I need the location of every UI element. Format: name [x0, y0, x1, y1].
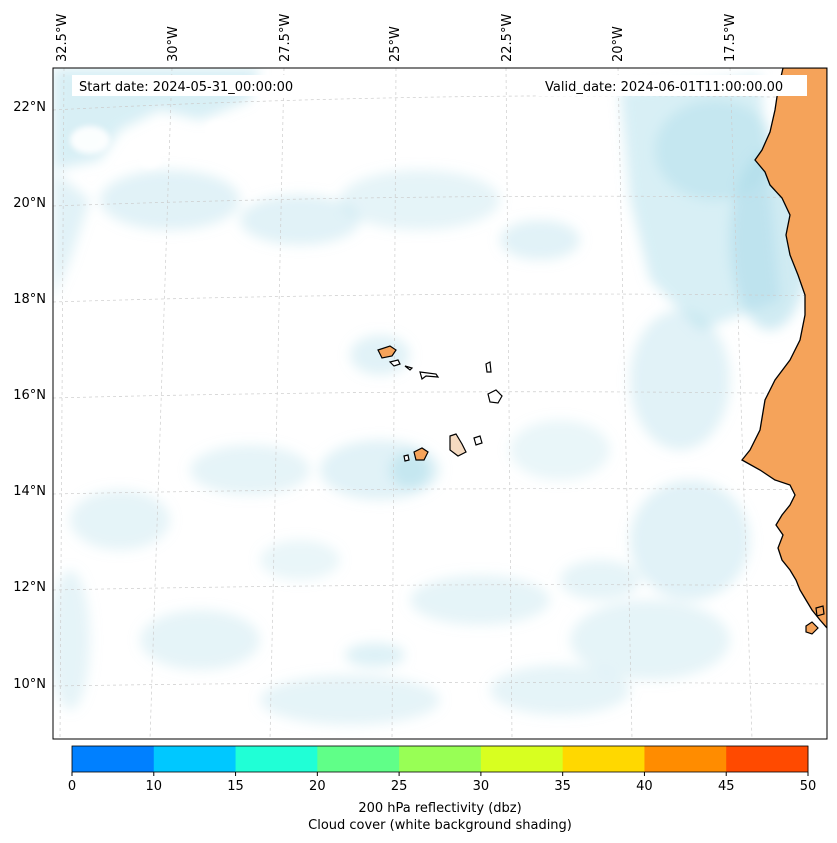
sao-nicolau-island: [419, 371, 440, 381]
colorbar-frame: [71, 745, 809, 773]
colorbar-bin: [562, 746, 645, 772]
lon-label: 30°W: [166, 26, 181, 62]
longitude-labels: 32.5°W 30°W 27.5°W 25°W 22.5°W 20°W 17.5…: [55, 14, 738, 62]
lon-label: 22.5°W: [500, 14, 515, 62]
maio-island: [473, 435, 483, 446]
colorbar-bin: [235, 746, 318, 772]
colorbar-tick-label: 15: [227, 779, 244, 794]
lon-label: 25°W: [388, 26, 403, 62]
boa-vista-island: [487, 389, 503, 404]
lat-label: 14°N: [13, 484, 46, 499]
sao-vicente-island: [388, 359, 401, 367]
valid-date-box: [537, 75, 807, 96]
colorbar-tick-label: 25: [391, 779, 408, 794]
colorbar-label-1: 200 hPa reflectivity (dbz): [358, 801, 522, 816]
lat-label: 18°N: [13, 292, 46, 307]
santo-antao-island: [377, 345, 397, 359]
graticule: [53, 68, 827, 739]
colorbar-bin: [399, 746, 482, 772]
cape-verde-islands: [377, 345, 503, 462]
lon-label: 32.5°W: [55, 14, 70, 62]
lon-label: 27.5°W: [278, 14, 293, 62]
colorbar-tick-label: 10: [146, 779, 163, 794]
colorbar-bin: [153, 746, 237, 772]
santa-luzia-island: [404, 365, 414, 371]
lon-label: 17.5°W: [723, 14, 738, 62]
colorbar-bin: [644, 746, 727, 772]
colorbar-bin: [480, 746, 564, 772]
colorbar-tick-label: 20: [309, 779, 326, 794]
colorbar-bin: [72, 746, 155, 772]
colorbar-tick-label: 0: [68, 779, 76, 794]
colorbar-tick-label: 45: [718, 779, 735, 794]
colorbar-label-2: Cloud cover (white background shading): [308, 818, 572, 833]
cloud-cover-shading: [53, 68, 810, 725]
map-frame: [52, 67, 828, 740]
colorbar-tick-label: 35: [554, 779, 571, 794]
bissagos-island: [815, 605, 825, 617]
africa-landmass: [741, 68, 827, 629]
colorbar-tick-label: 30: [473, 779, 490, 794]
start-date-text: Start date: 2024-05-31_00:00:00: [79, 80, 293, 95]
colorbar-bin: [726, 746, 809, 772]
lat-label: 22°N: [13, 100, 46, 115]
lat-label: 20°N: [13, 196, 46, 211]
colorbar-tick-label: 40: [636, 779, 653, 794]
fogo-island: [413, 447, 429, 461]
colorbar-bin: [317, 746, 400, 772]
santiago-island: [449, 433, 467, 457]
lat-label: 12°N: [13, 580, 46, 595]
bissau-island: [805, 621, 819, 635]
latitude-labels: 22°N 20°N 18°N 16°N 14°N 12°N 10°N: [13, 100, 46, 692]
lon-label: 20°W: [611, 26, 626, 62]
lat-label: 16°N: [13, 388, 46, 403]
sal-island: [485, 361, 492, 373]
colorbar: 0 10 15 20 25 30 35 40 45 50: [68, 745, 817, 794]
colorbar-tick-label: 50: [800, 779, 817, 794]
valid-date-text: Valid_date: 2024-06-01T11:00:00.00: [545, 80, 783, 95]
brava-island: [403, 454, 410, 462]
start-date-box: [72, 75, 318, 96]
lat-label: 10°N: [13, 677, 46, 692]
